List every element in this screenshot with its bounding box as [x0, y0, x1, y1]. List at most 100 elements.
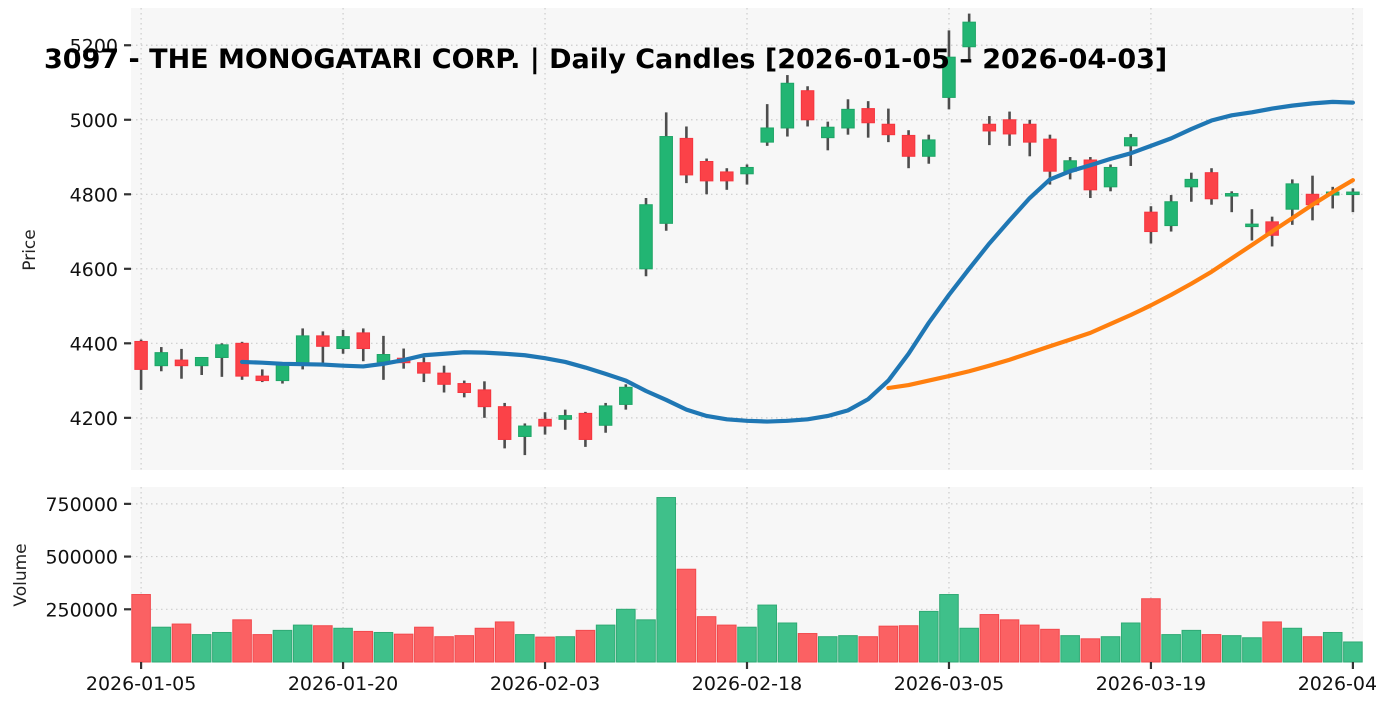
candle-body [437, 372, 451, 385]
volume-bar [474, 627, 495, 663]
candlestick [1245, 209, 1259, 241]
candle-body [1002, 119, 1017, 135]
candlestick [699, 158, 714, 195]
candlestick [538, 412, 552, 435]
candle-body [235, 342, 249, 377]
candlestick [619, 384, 633, 410]
volume-axis-label: Volume [11, 543, 31, 606]
candlestick [1144, 206, 1158, 244]
volume-bar [757, 604, 777, 663]
volume-bar [575, 629, 596, 663]
candlestick [740, 164, 754, 185]
volume-bar [959, 627, 979, 663]
volume-bar [434, 636, 454, 663]
candlestick [1043, 134, 1057, 185]
volume-bar [918, 610, 939, 663]
candlestick [760, 104, 774, 146]
candlestick [720, 168, 734, 190]
candle-body [901, 134, 916, 157]
candle-body [1346, 191, 1360, 196]
candle-body [800, 90, 815, 121]
volume-bar [1302, 636, 1323, 663]
candlestick [316, 331, 330, 367]
x-tick-label: 2026-01-20 [288, 673, 398, 695]
candle-body [336, 336, 350, 350]
candle-body [861, 108, 875, 124]
candlestick [982, 116, 997, 146]
volume-bar [1221, 635, 1242, 663]
volume-bar [515, 634, 535, 663]
candle-body [942, 56, 956, 98]
candlestick [598, 402, 613, 433]
price-axis-ticks: 4200 4400 4600 4800 5000 5200 [70, 35, 131, 430]
candle-body [780, 82, 795, 129]
volume-bar [313, 625, 333, 663]
volume-bar [656, 497, 677, 663]
volume-bar [1201, 634, 1222, 663]
candle-body [477, 389, 492, 408]
volume-bar [1282, 627, 1303, 663]
candle-body [194, 356, 209, 367]
volume-bar [777, 622, 798, 663]
volume-bar [676, 568, 697, 663]
candlestick [356, 328, 371, 362]
candlestick [1204, 168, 1219, 205]
volume-bar [1343, 641, 1363, 663]
candlestick [1103, 164, 1118, 192]
candle-body [1245, 223, 1259, 228]
volume-bar [1242, 637, 1262, 663]
volume-bar [131, 594, 151, 663]
x-tick-label: 2026-02-03 [490, 673, 600, 695]
candle-body [518, 425, 532, 437]
volume-bar [393, 633, 414, 663]
candle-body [1043, 138, 1057, 172]
candle-body [760, 127, 774, 143]
candlestick [497, 402, 512, 449]
volume-bar [151, 626, 172, 663]
candle-body [841, 108, 855, 129]
x-tick-label: 2026-01-05 [86, 673, 196, 695]
candle-body [639, 204, 653, 270]
volume-bar [272, 629, 293, 663]
volume-bar [939, 594, 959, 663]
candle-body [134, 340, 148, 370]
volume-bar [1040, 628, 1060, 663]
candlestick [1123, 133, 1138, 166]
x-tick-label: 2026-02-18 [692, 673, 802, 695]
candlestick [962, 13, 976, 61]
volume-bar [212, 631, 232, 663]
candle-body [598, 405, 613, 426]
volume-bar [999, 619, 1020, 663]
volume-bar [878, 625, 899, 663]
candlestick [800, 86, 815, 127]
candle-body [699, 161, 714, 182]
price-tick-label: 4400 [70, 333, 118, 355]
volume-bar [898, 625, 919, 663]
candlestick [255, 369, 270, 383]
volume-bar [232, 619, 252, 663]
candlestick [1346, 188, 1360, 213]
candle-body [1184, 178, 1199, 188]
candlestick [437, 365, 451, 393]
volume-bar [616, 608, 636, 663]
candle-body [255, 375, 270, 382]
volume-bar [252, 634, 273, 663]
candlestick [780, 75, 795, 137]
candlestick [578, 411, 593, 447]
candlestick [558, 409, 572, 430]
volume-bar [1141, 598, 1161, 663]
volume-bar [1080, 638, 1101, 663]
candle-body [558, 415, 572, 420]
candle-body [174, 359, 189, 367]
price-tick-label: 4600 [70, 259, 118, 281]
x-tick-label: 2026-04-03 [1298, 673, 1376, 695]
candle-body [356, 332, 371, 350]
volume-bar [292, 624, 313, 663]
volume-bar [1060, 635, 1080, 663]
price-tick-label: 4200 [70, 408, 118, 430]
candle-body [982, 123, 997, 132]
volume-bar [1161, 634, 1181, 663]
volume-axis-ticks: 250000 500000 750000 [45, 494, 131, 621]
ma-slow-line [886, 178, 1355, 391]
candlestick [1164, 195, 1178, 232]
